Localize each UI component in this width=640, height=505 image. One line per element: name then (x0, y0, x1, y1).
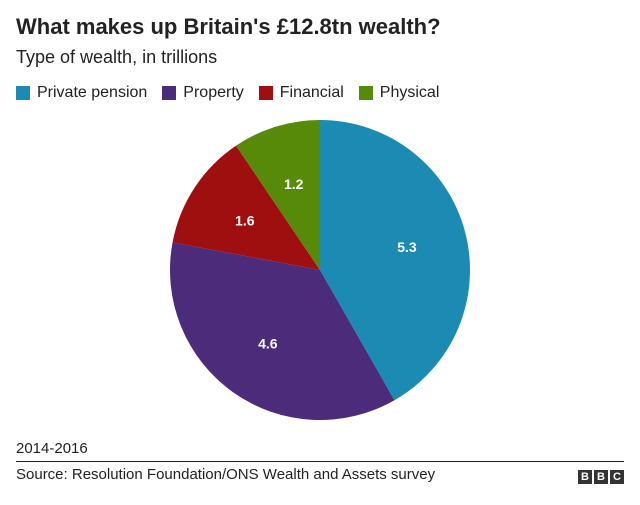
legend-label-physical: Physical (379, 84, 440, 101)
legend-item-property: Property (162, 84, 244, 102)
legend-item-private-pension: Private pension (16, 84, 147, 102)
legend-item-financial: Financial (258, 84, 344, 102)
legend-swatch-property (162, 86, 177, 100)
legend-label-property: Property (183, 84, 244, 101)
chart-subtitle: Type of wealth, in trillions (16, 47, 218, 67)
slice-value-label-property: 4.6 (258, 335, 278, 351)
footer-divider (16, 461, 624, 462)
pie-slice-financial (172, 145, 320, 270)
legend: Private pension Property Financial Physi… (16, 84, 454, 102)
bbc-logo: B B C (576, 470, 624, 484)
legend-swatch-private-pension (16, 86, 30, 100)
legend-swatch-physical (358, 86, 373, 100)
legend-label-financial: Financial (279, 84, 344, 101)
slice-value-label-private-pension: 5.3 (397, 239, 417, 255)
period-label: 2014-2016 (16, 440, 88, 457)
source-note: Source: Resolution Foundation/ONS Wealth… (16, 466, 436, 483)
pie-slice-property (170, 242, 395, 420)
slice-value-label-financial: 1.6 (235, 213, 255, 229)
chart-title: What makes up Britain's £12.8tn wealth? (16, 14, 441, 39)
pie-slice-private-pension (320, 120, 471, 401)
legend-item-physical: Physical (358, 84, 440, 102)
legend-label-private-pension: Private pension (37, 84, 148, 101)
bbc-logo-letter: B (594, 470, 608, 484)
slice-value-label-physical: 1.2 (284, 176, 304, 192)
pie-slice-physical (236, 120, 320, 270)
bbc-logo-letter: B (578, 470, 592, 484)
pie-chart: 5.3 4.6 1.6 1.2 (170, 120, 471, 420)
legend-swatch-financial (258, 86, 273, 100)
bbc-logo-letter: C (610, 470, 624, 484)
